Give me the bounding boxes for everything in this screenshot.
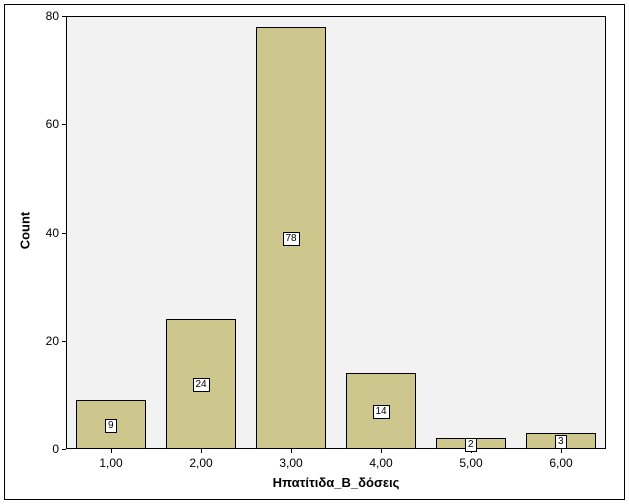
- bar-value-label: 2: [465, 438, 477, 452]
- x-tick-label: 5,00: [441, 456, 501, 470]
- bar-value-label: 14: [373, 405, 390, 419]
- y-tick-mark: [62, 449, 66, 450]
- x-tick-label: 1,00: [81, 456, 141, 470]
- x-tick-mark: [561, 449, 562, 453]
- y-tick-label: 60: [46, 117, 59, 131]
- y-tick-label: 0: [52, 442, 59, 456]
- bar-value-label: 9: [105, 419, 117, 433]
- chart-plot-border: [66, 16, 606, 449]
- y-tick-mark: [62, 233, 66, 234]
- y-tick-label: 80: [46, 9, 59, 23]
- x-tick-mark: [291, 449, 292, 453]
- x-tick-mark: [201, 449, 202, 453]
- y-tick-label: 20: [46, 334, 59, 348]
- x-axis-title: Ηπατίτιδα_Β_δόσεις: [66, 475, 606, 490]
- bar-value-label: 78: [283, 232, 300, 246]
- x-tick-label: 2,00: [171, 456, 231, 470]
- y-axis-title: Count: [17, 211, 32, 249]
- x-tick-mark: [381, 449, 382, 453]
- y-tick-mark: [62, 124, 66, 125]
- x-tick-label: 6,00: [531, 456, 591, 470]
- bar-value-label: 3: [555, 435, 567, 449]
- x-tick-label: 4,00: [351, 456, 411, 470]
- y-tick-label: 40: [46, 226, 59, 240]
- y-tick-mark: [62, 341, 66, 342]
- x-tick-mark: [111, 449, 112, 453]
- bar-value-label: 24: [193, 378, 210, 392]
- chart-container: Count Ηπατίτιδα_Β_δόσεις 0 20 40 60 80 1,00 2…: [0, 0, 629, 504]
- x-tick-label: 3,00: [261, 456, 321, 470]
- y-tick-mark: [62, 16, 66, 17]
